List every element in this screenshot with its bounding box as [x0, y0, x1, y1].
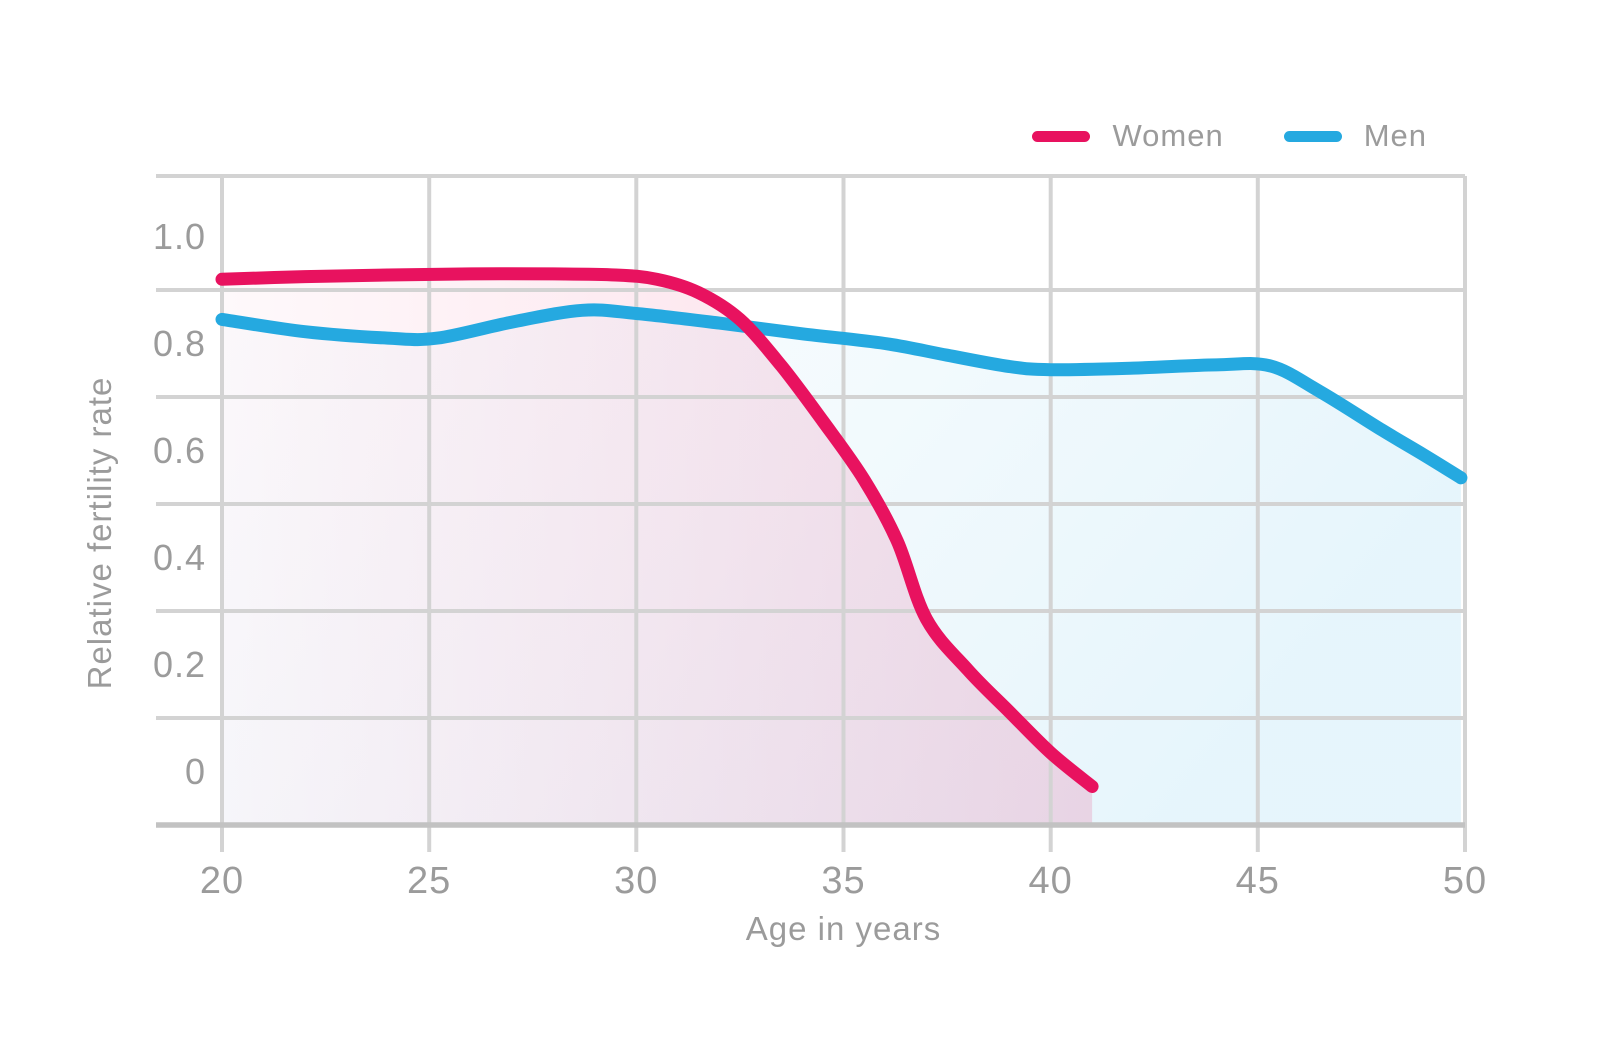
y-tick-label: 1.0 — [153, 216, 206, 257]
men-series-swatch — [1283, 130, 1342, 142]
x-tick-label: 25 — [407, 860, 451, 902]
x-tick-label: 50 — [1443, 860, 1487, 902]
y-tick-label: 0 — [185, 751, 206, 792]
women-line — [215, 267, 1099, 793]
y-tick-label: 0.2 — [153, 644, 206, 685]
women-series-swatch — [1032, 130, 1091, 142]
legend-label-women: Women — [1112, 118, 1224, 153]
men-line — [215, 303, 1468, 485]
y-tick-label: 0.8 — [153, 323, 206, 364]
x-tick-label: 45 — [1236, 860, 1280, 902]
legend-label-men: Men — [1363, 118, 1427, 153]
x-tick-label: 40 — [1029, 860, 1073, 902]
chart-legend: Women Men — [1032, 118, 1427, 154]
y-axis-title: Relative fertility rate — [81, 376, 118, 690]
y-tick-label: 0.6 — [153, 430, 206, 471]
legend-item-men: Men — [1283, 118, 1427, 154]
legend-item-women: Women — [1032, 118, 1223, 154]
y-tick-label: 0.4 — [153, 537, 206, 578]
x-tick-label: 30 — [614, 860, 658, 902]
x-tick-label: 20 — [200, 860, 244, 902]
x-axis-title: Age in years — [745, 910, 942, 947]
tick-labels: 0 0.2 0.4 0.6 0.8 1.0 20 25 30 35 40 45 50 — [153, 216, 1487, 902]
gridlines — [156, 174, 1467, 852]
women-area — [222, 273, 1093, 825]
x-tick-label: 35 — [821, 860, 865, 902]
